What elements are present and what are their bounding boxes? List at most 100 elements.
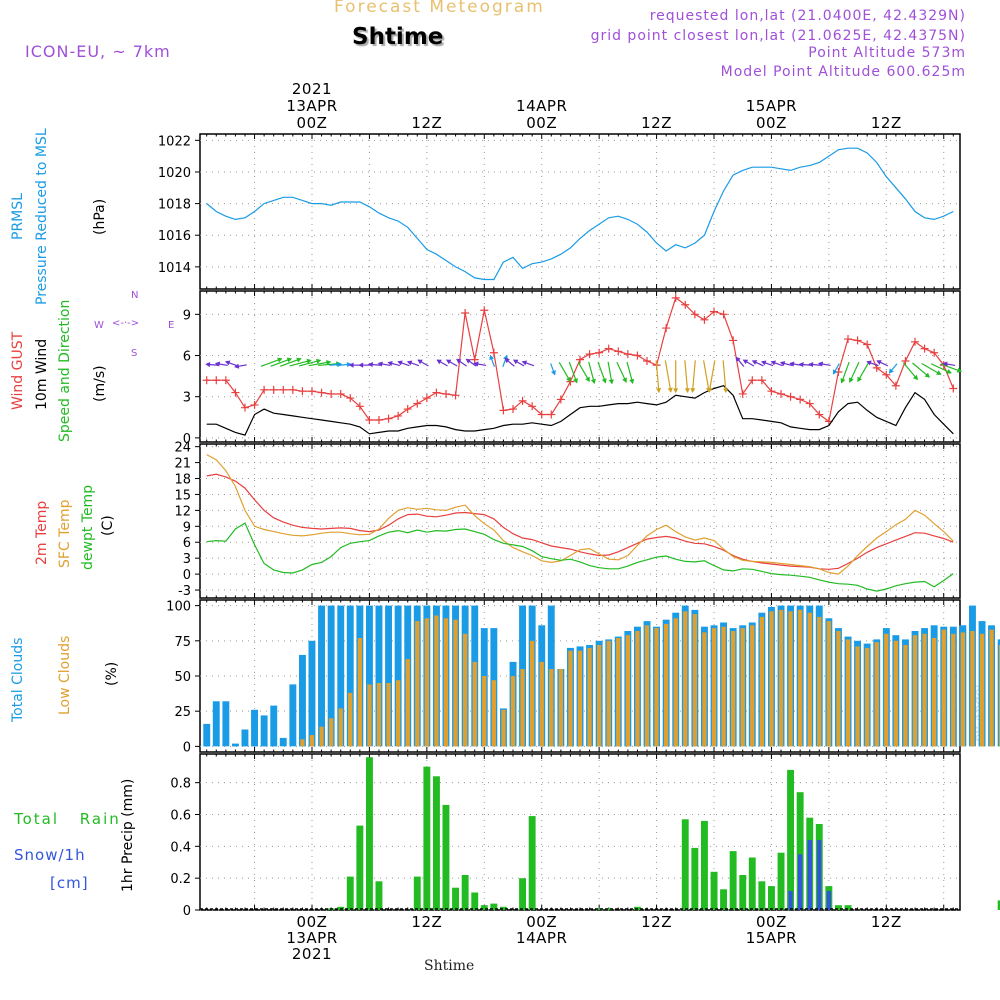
wind-arrow (504, 358, 515, 367)
wind-arrow (206, 363, 219, 366)
wind-arrow-head (573, 378, 578, 384)
gust-marker (911, 337, 920, 346)
gust-marker (212, 376, 221, 385)
bar-low-clouds (692, 614, 697, 747)
bar-total-clouds (308, 640, 316, 747)
wind-arrow-head (601, 378, 607, 384)
grid-point-coords: grid point closest lon,lat (21.0625E, 42… (590, 28, 966, 44)
bar-total-clouds (557, 669, 565, 747)
top-time-label: 00Z (297, 114, 328, 132)
y-tick-label: 18 (174, 473, 191, 488)
gust-marker (853, 336, 862, 345)
bar-total-clouds (346, 605, 354, 747)
bar-snow-1h (788, 890, 793, 910)
gust-marker (872, 363, 881, 372)
bar-low-clouds (932, 638, 937, 747)
bar-low-clouds (319, 726, 324, 747)
bar-low-clouds (357, 638, 362, 747)
wind-arrow-head (684, 388, 690, 394)
pressure-frame (199, 133, 961, 290)
bar-low-clouds (405, 659, 410, 747)
wind-arrow (417, 359, 429, 367)
bar-snow-1h (826, 890, 831, 910)
bar-total-clouds (787, 605, 794, 747)
bar-total-clouds (490, 628, 498, 747)
bar-low-clouds (922, 633, 927, 747)
wind-arrow (841, 361, 850, 383)
gust-marker (681, 300, 690, 309)
wind-arrow-head (387, 360, 393, 367)
bar-low-clouds (577, 650, 583, 747)
bar-total-clouds (471, 605, 479, 747)
gust-marker (461, 308, 470, 317)
bar-low-clouds (348, 692, 353, 747)
bar-total-clouds (356, 605, 364, 747)
gust-marker (824, 417, 833, 426)
bar-total-clouds (672, 612, 680, 747)
precip-frame (199, 753, 961, 911)
bar-total-clouds (538, 625, 546, 747)
bar-low-clouds (769, 611, 774, 747)
wind-arrow-head (656, 388, 662, 394)
gust-marker (805, 399, 814, 408)
bar-low-clouds (740, 628, 745, 747)
wind-arrow-head (690, 388, 696, 394)
gust-marker (508, 405, 517, 414)
gust-marker (930, 348, 939, 357)
wind-arrow (912, 362, 930, 378)
bar-total-clouds (519, 605, 526, 747)
wind-arrow-head (857, 376, 863, 383)
bar-total-clouds (720, 622, 727, 747)
wind-arrow (388, 361, 401, 367)
wind-ylabel-4: (m/s) (92, 365, 108, 402)
gust-marker (662, 324, 671, 333)
bottom-time-label: 12Z (871, 913, 902, 931)
bar-total-rain (337, 906, 345, 910)
bar-low-clouds (960, 632, 965, 747)
bar-total-clouds (442, 605, 450, 747)
bar-total-rain (471, 892, 479, 910)
wind-arrow-head (888, 368, 894, 374)
series-line-10m-wind (206, 385, 954, 436)
wind-arrow-head (367, 361, 373, 368)
wind-arrow (299, 359, 321, 367)
bar-low-clouds (606, 640, 611, 747)
wind-arrow (888, 363, 898, 374)
gust-marker (298, 387, 307, 396)
wind-arrow (270, 358, 292, 367)
wind-arrow-head (316, 358, 322, 364)
footer-location: Shtime (424, 958, 475, 974)
precip-side-label-unit: [cm] (50, 874, 89, 892)
wind-arrow-head (436, 359, 442, 365)
bar-total-rain (739, 875, 747, 910)
y-tick-label: 1020 (158, 166, 191, 181)
bar-total-rain (327, 908, 335, 910)
bar-total-clouds (337, 605, 345, 747)
wind-arrow-head (348, 362, 354, 368)
wind-arrow (876, 360, 889, 367)
bar-total-rain (681, 819, 689, 910)
bar-low-clouds (491, 680, 496, 747)
wind-arrow-head (751, 360, 758, 365)
wind-arrow (318, 362, 341, 367)
wind-arrow (761, 361, 774, 367)
gust-marker (307, 387, 316, 396)
compass-s: S (131, 348, 138, 359)
wind-arrow-head (840, 378, 846, 384)
gust-marker (221, 376, 230, 385)
wind-frame (199, 290, 961, 443)
wind-arrow (568, 361, 578, 383)
wind-arrow-head (417, 359, 423, 365)
bar-total-clouds (940, 626, 948, 747)
bar-total-clouds (873, 639, 881, 747)
bar-low-clouds (434, 615, 439, 747)
bottom-time-label: 00Z (297, 913, 328, 931)
bar-total-rain (346, 876, 354, 910)
wind-arrow (790, 362, 803, 367)
wind-arrow (626, 361, 634, 384)
wind-arrow (225, 361, 238, 367)
wind-arrow (902, 362, 918, 380)
bar-total-clouds (279, 737, 287, 747)
bar-total-clouds (423, 605, 431, 747)
